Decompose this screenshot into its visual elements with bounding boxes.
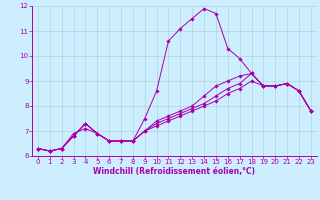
X-axis label: Windchill (Refroidissement éolien,°C): Windchill (Refroidissement éolien,°C) <box>93 167 255 176</box>
